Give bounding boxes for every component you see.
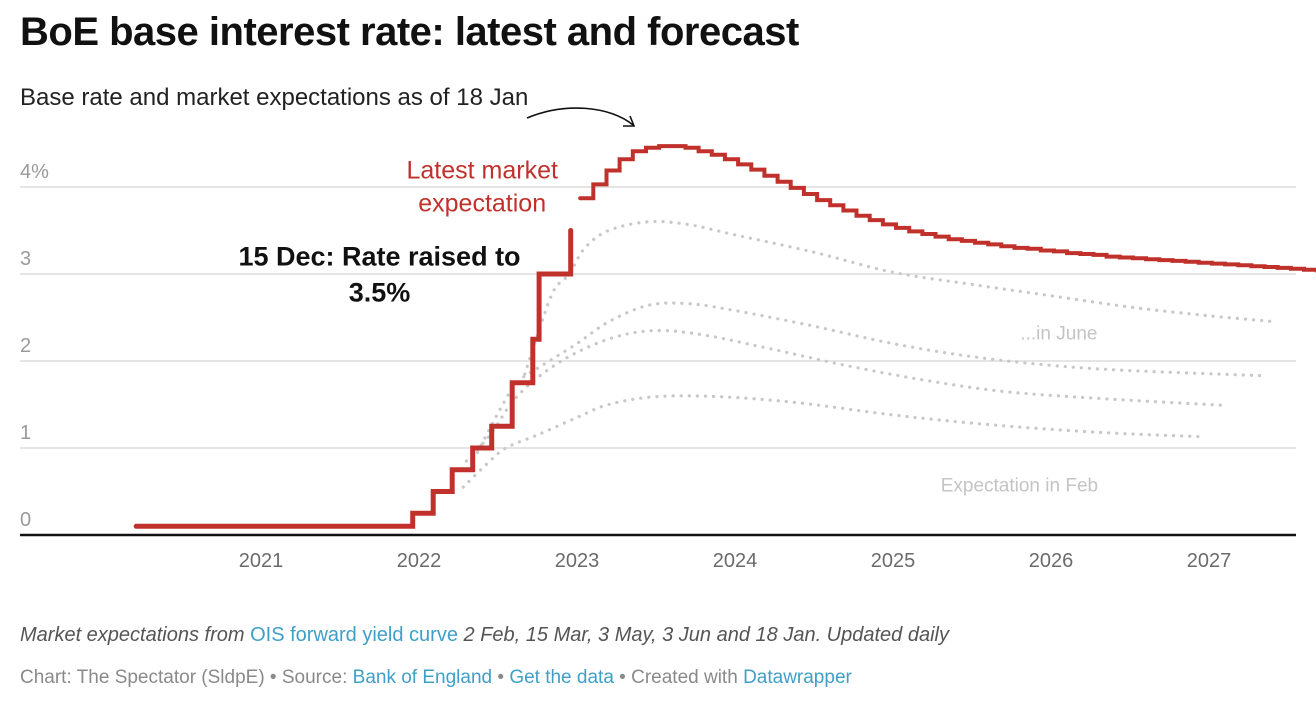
annotation-line: expectation [418,189,546,217]
annotation-2: 15 Dec: Rate raised to 3.5% [238,241,520,307]
x-tick-label: 2022 [397,550,442,572]
annotation-line: Latest market [406,156,558,184]
past-expectation-lines [461,219,1279,489]
ois-link[interactable]: OIS forward yield curve [250,624,458,646]
x-tick-label: 2021 [239,550,284,572]
annotation-line: 15 Dec: Rate raised to [238,241,520,271]
annotation-3: ...in June [1020,323,1097,344]
separator: • [492,667,510,688]
y-axis-labels: 0 1 2 3 4% [20,161,49,531]
notes-prefix: Market expectations from [20,624,251,646]
base-rate-lines [133,144,1316,529]
x-tick-label: 2023 [555,550,600,572]
source-label: Source: [281,667,353,688]
series-line-expectation-2-feb [461,394,1203,489]
y-tick-label: 1 [20,422,31,444]
arrow-head-icon [623,115,636,127]
series-line-expectation-3-jun [523,219,1279,376]
annotation-line: Expectation in Feb [941,476,1098,497]
get-data-link[interactable]: Get the data [509,667,614,688]
series-line-expectation-15-mar [464,328,1227,463]
x-tick-label: 2025 [871,550,916,572]
x-tick-label: 2026 [1029,550,1074,572]
series-line-base-rate [133,228,574,529]
chart-byline: Chart: The Spectator (SldpE) • Source: B… [20,667,852,689]
annotation-arrow-icon [526,107,634,126]
line-chart: 0 1 2 3 4% 2021 2022 2023 2024 2025 2026 2027 Late… [20,107,1316,572]
annotation-line: ...in June [1020,323,1097,344]
datawrapper-link[interactable]: Datawrapper [743,667,852,688]
x-tick-label: 2024 [713,550,758,572]
separator: • [264,667,282,688]
y-tick-label: 3 [20,248,31,270]
chart-subtitle: Base rate and market expectations as of … [20,84,529,111]
separator: • [613,667,632,688]
notes-suffix: 2 Feb, 15 Mar, 3 May, 3 Jun and 18 Jan. … [457,624,950,646]
y-tick-label: 2 [20,335,31,357]
series-line-latest-market-expectation-18-jan- [578,144,1316,273]
annotations: Latest market expectation 15 Dec: Rate rai… [238,152,1098,497]
gridlines [20,186,1296,537]
series-line-expectation-3-may [475,301,1268,454]
created-with-label: Created with [631,667,744,688]
annotation-4: Expectation in Feb [941,476,1098,497]
chart-notes: Market expectations from OIS forward yie… [20,624,949,647]
chart-title: BoE base interest rate: latest and forec… [20,10,799,54]
annotation-1: Latest market expectation [406,156,558,217]
y-tick-label: 4% [20,161,49,183]
annotation-line: 3.5% [349,277,411,307]
y-tick-label: 0 [20,509,31,531]
byline-chart: Chart: The Spectator (SldpE) [20,667,265,688]
x-axis-labels: 2021 2022 2023 2024 2025 2026 2027 [239,550,1232,572]
x-tick-label: 2027 [1187,550,1232,572]
source-link[interactable]: Bank of England [352,667,493,688]
